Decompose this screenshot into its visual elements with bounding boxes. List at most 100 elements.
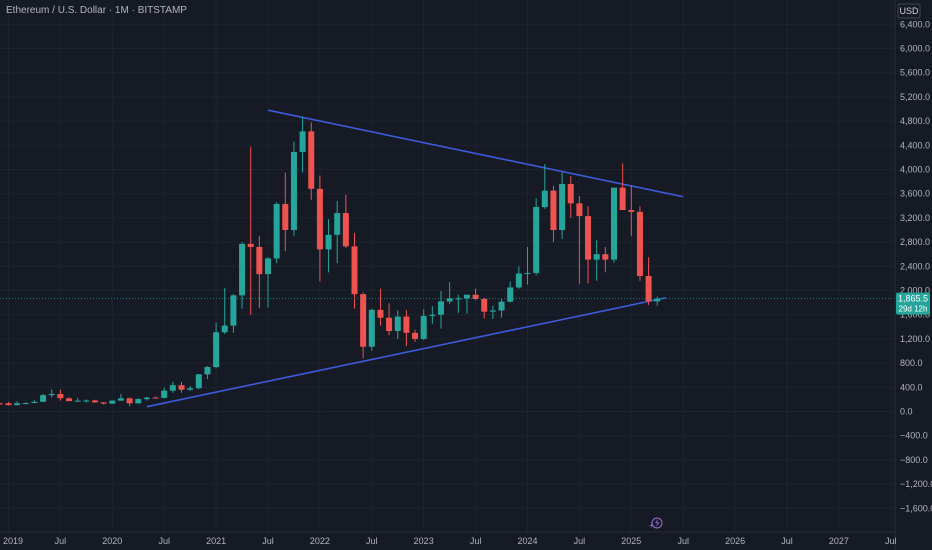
candle-body	[498, 301, 505, 311]
x-tick-label: Jul	[885, 536, 897, 546]
candle	[187, 386, 194, 391]
y-tick-label: 800.0	[900, 358, 923, 368]
time-scale[interactable]: 2019 Jul 2020 Jul 2021 Jul 2022 Jul 2023 Jul 2024 J…	[3, 536, 897, 546]
candle	[5, 401, 12, 406]
candle-body	[83, 400, 90, 402]
candle	[152, 396, 159, 399]
candle	[256, 236, 263, 309]
candle-body	[221, 325, 228, 333]
candle-body	[22, 403, 29, 405]
candle-body	[559, 184, 566, 230]
price-scale[interactable]: 6,400.0 6,000.0 5,600.0 5,200.0 4,800.0 4,400…	[900, 19, 932, 513]
candle-body	[126, 398, 133, 404]
candle	[645, 257, 652, 306]
candle-body	[334, 213, 341, 235]
candle	[576, 196, 583, 284]
x-tick-label: Jul	[55, 536, 67, 546]
candle-body	[602, 254, 609, 260]
x-tick-label: 2026	[725, 536, 745, 546]
candle	[126, 397, 133, 407]
candle	[308, 122, 315, 200]
candle	[386, 303, 393, 336]
candle-body	[48, 393, 55, 396]
grid-lines	[0, 0, 895, 532]
y-tick-label: 1,200.0	[900, 334, 930, 344]
candle-body	[204, 367, 211, 375]
candle	[619, 163, 626, 211]
candle	[541, 164, 548, 209]
candle-body	[576, 203, 583, 217]
candle-body	[325, 234, 332, 250]
candle-body	[178, 385, 185, 390]
candle-body	[213, 332, 220, 368]
candle-body	[394, 316, 401, 332]
candle-body	[14, 403, 21, 406]
y-tick-label: 3,200.0	[900, 213, 930, 223]
candle	[377, 288, 384, 326]
x-tick-label: Jul	[158, 536, 170, 546]
candle-body	[57, 393, 64, 399]
candle	[351, 233, 358, 309]
candle	[143, 396, 150, 401]
trendline-layer[interactable]	[146, 109, 684, 408]
candle-body	[619, 187, 626, 211]
candle	[74, 397, 81, 402]
candle	[550, 185, 557, 243]
candle-body	[31, 401, 38, 404]
candle	[290, 141, 297, 237]
candle-body	[92, 400, 98, 403]
candle-body	[290, 151, 297, 230]
x-tick-label: Jul	[677, 536, 689, 546]
candle-body	[593, 254, 600, 260]
lightning-icon[interactable]: +	[649, 517, 663, 530]
y-tick-label: 0.0	[900, 407, 913, 417]
candle	[628, 185, 635, 237]
y-tick-label: 2,400.0	[900, 261, 930, 271]
candle-body	[0, 403, 3, 405]
trendline-support[interactable]	[146, 296, 667, 408]
trendline-resistance[interactable]	[267, 109, 684, 198]
candle-body	[40, 395, 47, 402]
candle	[316, 175, 323, 282]
candle	[602, 246, 609, 273]
candle	[429, 306, 436, 324]
x-tick-label: Jul	[262, 536, 274, 546]
candle	[14, 401, 21, 406]
candle-body	[524, 272, 531, 274]
unit-button[interactable]: USD	[897, 3, 921, 19]
candle-body	[515, 273, 522, 288]
x-tick-label: 2025	[621, 536, 641, 546]
candle	[109, 400, 116, 404]
y-tick-label: 6,000.0	[900, 44, 930, 54]
y-tick-label: −400.0	[900, 431, 928, 441]
y-tick-label: 2,800.0	[900, 237, 930, 247]
candle	[178, 381, 185, 393]
symbol-title: Ethereum / U.S. Dollar · 1M · BITSTAMP	[6, 5, 187, 16]
candle	[221, 288, 228, 335]
candle-body	[273, 203, 280, 259]
candle-body	[308, 131, 315, 189]
y-tick-label: 1,600.0	[900, 310, 930, 320]
candle	[360, 292, 367, 359]
candle	[394, 310, 401, 339]
y-tick-label: 6,400.0	[900, 19, 930, 29]
y-tick-label: 4,400.0	[900, 140, 930, 150]
candle-body	[109, 400, 116, 404]
candle-body	[100, 402, 107, 404]
candle	[420, 309, 427, 341]
candle-body	[195, 374, 202, 389]
candle-body	[316, 188, 323, 250]
candle-body	[386, 317, 393, 332]
candle	[325, 219, 332, 273]
candle	[438, 291, 444, 329]
candle	[585, 206, 592, 284]
candle	[230, 294, 237, 333]
candle-body	[533, 207, 540, 273]
candle	[559, 172, 566, 240]
candle-body	[161, 390, 168, 398]
svg-text:+: +	[649, 521, 654, 530]
candle-body	[265, 258, 271, 275]
